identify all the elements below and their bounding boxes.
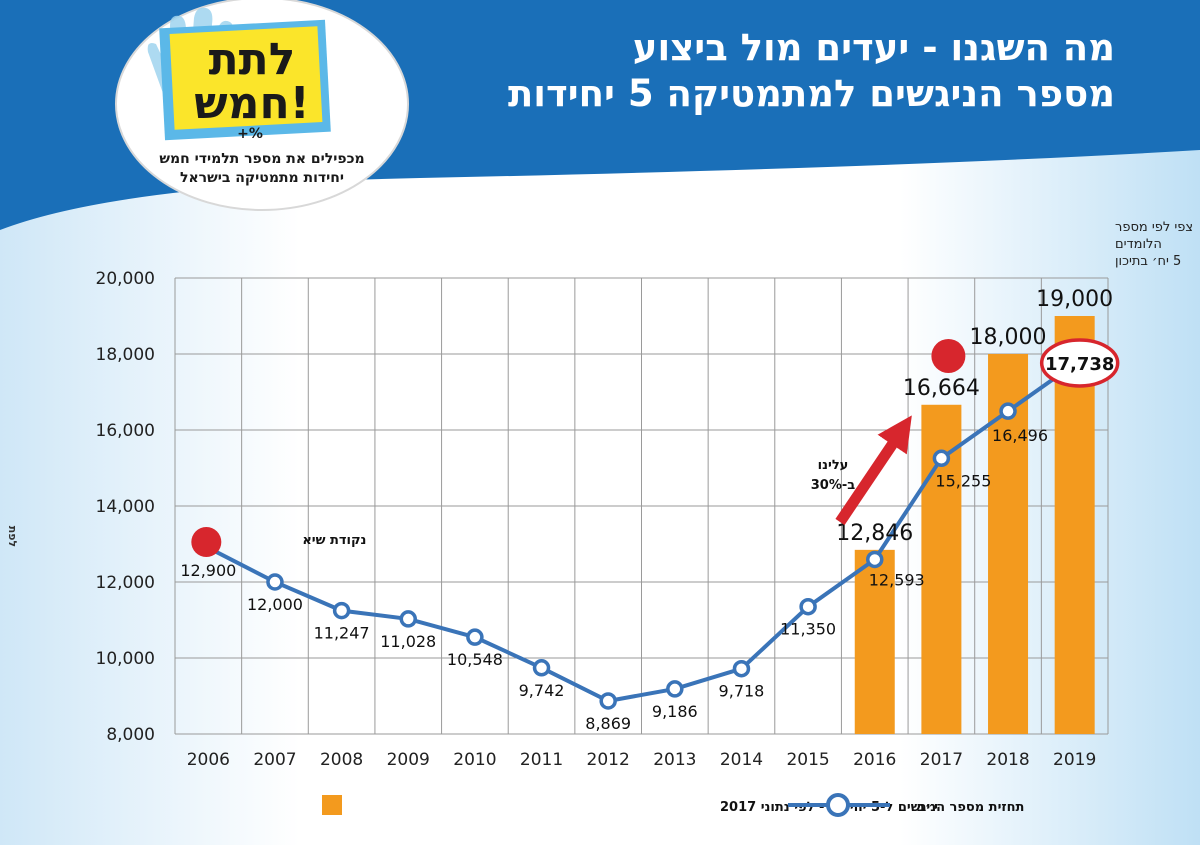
y-tick-label: 14,000 <box>96 497 155 517</box>
line-point <box>599 692 617 710</box>
legend-bar-label: תחזית מספר הניגשים ל-5 יחידות - לפי נתונ… <box>720 800 1024 815</box>
bar-value-label: 18,000 <box>970 325 1047 350</box>
highlight-value: 17,738 <box>1045 354 1114 375</box>
x-tick-label: 2012 <box>587 750 630 770</box>
y-tick-label: 8,000 <box>106 725 155 745</box>
forecast-note-line: 5 יח׳ בתיכון <box>1115 254 1181 269</box>
line-point <box>399 610 417 628</box>
x-tick-label: 2019 <box>1053 750 1096 770</box>
annotations: 17,738 נקודת שיא עלינו ב-30% צפי לפי מספר הלו… <box>191 220 1193 557</box>
y-tick-label: 10,000 <box>96 649 155 669</box>
y-tick-label: 12,000 <box>96 573 155 593</box>
x-tick-label: 2018 <box>986 750 1029 770</box>
grid <box>174 277 1109 735</box>
line-value-label: 16,496 <box>992 426 1048 445</box>
logo-symbol: +% <box>237 126 263 142</box>
line-value-label: 9,186 <box>652 702 698 721</box>
line-value-label: 8,869 <box>585 714 631 733</box>
line-point <box>799 597 817 616</box>
low-point-marker <box>191 527 222 557</box>
logo-text-2: חמש! <box>194 78 310 129</box>
line-point <box>466 628 484 646</box>
increase-label-2: ב-30% <box>811 478 856 493</box>
data-labels: 12,846 16,664 18,000 19,000 12,900 12,000 11,2… <box>180 287 1113 733</box>
x-tick-label: 2016 <box>853 750 896 770</box>
line-value-label: 9,742 <box>519 681 565 700</box>
x-tick-label: 2011 <box>520 750 563 770</box>
line-value-label: 11,028 <box>380 632 436 651</box>
line-value-label: 15,255 <box>935 471 991 490</box>
bar-value-label: 16,664 <box>903 376 980 401</box>
legend: תחזית מספר הניגשים ל-5 יחידות - לפי נתונ… <box>322 793 1024 817</box>
legend-bar-swatch <box>322 795 342 815</box>
logo-caption-2: יחידות מתמטיקה בישראל <box>180 170 344 186</box>
x-tick-label: 2010 <box>453 750 496 770</box>
forecast-note-line: הלומדים <box>1115 237 1162 252</box>
legend-line-marker <box>826 793 850 817</box>
x-tick-label: 2014 <box>720 750 763 770</box>
logo-caption-1: מכפילים את מספר תלמידי חמש <box>159 151 364 167</box>
y-tick-label: 16,000 <box>96 421 155 441</box>
page-title: מה השגנו - יעדים מול ביצוע <box>632 26 1115 69</box>
logo-text-1: לתת <box>209 34 296 85</box>
bar-value-label: 19,000 <box>1036 287 1113 312</box>
forecast-note-line: צפי לפי מספר <box>1115 220 1193 235</box>
line-point <box>332 601 351 620</box>
bar <box>854 549 895 734</box>
page-subtitle: מספר הניגשים למתמטיקה 5 יחידות <box>508 72 1115 115</box>
legend-line-label: י״ב <box>917 800 938 815</box>
line-value-label: 9,718 <box>719 682 765 701</box>
increase-arrow <box>835 415 912 526</box>
line-value-label: 11,350 <box>780 620 836 639</box>
line-point <box>932 449 951 468</box>
y-tick-label: 20,000 <box>96 269 155 289</box>
x-tick-label: 2017 <box>920 750 963 770</box>
line-value-label: 11,247 <box>314 624 370 643</box>
series-line <box>207 362 1076 704</box>
target-marker <box>931 339 966 373</box>
line-point <box>732 659 751 678</box>
line-series <box>207 355 1084 710</box>
x-tick-label: 2013 <box>653 750 696 770</box>
line-point <box>866 550 884 569</box>
highlight-ring <box>1039 338 1120 388</box>
line-point <box>532 659 551 677</box>
x-tick-label: 2009 <box>387 750 430 770</box>
x-tick-label: 2015 <box>786 750 829 770</box>
axes: 8,000 10,000 12,000 14,000 16,000 18,000 20,00… <box>96 269 1097 770</box>
x-tick-label: 2006 <box>187 750 230 770</box>
increase-label-1: עלינו <box>818 458 849 473</box>
x-tick-label: 2007 <box>253 750 296 770</box>
line-point <box>999 402 1017 420</box>
bar-value-label: 12,846 <box>836 521 913 546</box>
line-value-label: 12,593 <box>869 570 925 589</box>
line-value-label: 12,000 <box>247 595 303 614</box>
line-point <box>266 573 284 591</box>
y-tick-label: 18,000 <box>96 345 155 365</box>
x-tick-label: 2008 <box>320 750 363 770</box>
line-point <box>666 680 684 698</box>
low-point-label: נקודת שיא <box>302 533 366 548</box>
campaign-logo: לתת חמש! +% מכפילים את מספר תלמידי חמש י… <box>112 0 412 215</box>
line-value-label: 10,548 <box>447 650 503 669</box>
line-value-label: 12,900 <box>180 561 236 580</box>
